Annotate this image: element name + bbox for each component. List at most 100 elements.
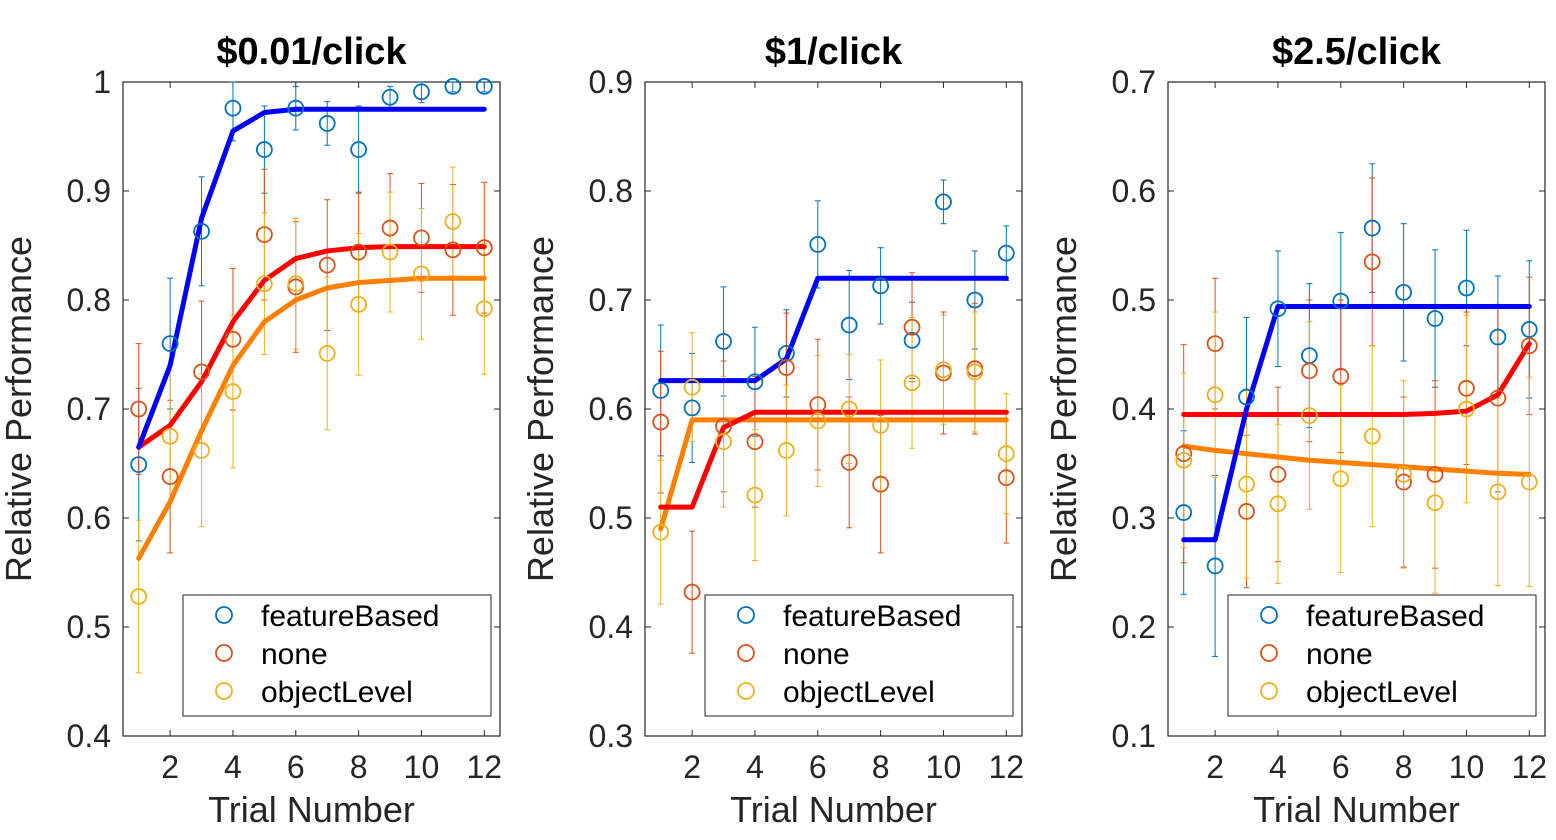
y-tick-label: 1: [93, 64, 111, 100]
data-point-featureBased: [935, 193, 952, 211]
data-point-featureBased: [903, 331, 921, 349]
data-point-objectLevel: [1300, 407, 1318, 424]
legend-box: [704, 594, 1014, 717]
y-tick-label: 0.8: [67, 282, 111, 318]
x-tick-label: 2: [161, 749, 179, 785]
data-point-objectLevel: [318, 345, 336, 362]
x-axis-label: Trial Number: [1253, 789, 1460, 830]
data-point-featureBased: [1238, 388, 1255, 406]
legend-label: featureBased: [783, 600, 961, 633]
legend-label: featureBased: [1306, 600, 1484, 633]
x-tick-label: 4: [746, 749, 764, 785]
data-point-objectLevel: [903, 374, 921, 392]
legend-label: featureBased: [261, 600, 439, 633]
x-tick-label: 12: [1511, 749, 1547, 785]
fit-line-featureBased: [1181, 304, 1532, 543]
panel-2: 2 4 6 8 10 12 0.3 0.4 0.5 0.6 0.7 0.8 0.9 $1/click Tri…: [520, 31, 1024, 830]
data-point-featureBased: [318, 115, 336, 132]
fit-line-featureBased: [658, 275, 1009, 384]
data-point-objectLevel: [224, 383, 242, 400]
data-point-none: [350, 243, 368, 261]
data-point-none: [1395, 473, 1413, 491]
data-point-objectLevel: [715, 433, 732, 451]
x-tick-label: 6: [809, 749, 827, 785]
data-point-objectLevel: [746, 486, 764, 504]
legend-label: none: [1306, 638, 1373, 671]
data-point-objectLevel: [872, 416, 890, 434]
data-point-none: [1238, 503, 1255, 520]
data-point-featureBased: [161, 335, 179, 353]
legend-label: objectLevel: [1306, 676, 1458, 709]
legend-label: none: [783, 638, 850, 671]
data-point-none: [444, 241, 462, 259]
series-featureBased: [1180, 163, 1533, 657]
data-point-objectLevel: [683, 378, 701, 396]
data-point-none: [1489, 389, 1507, 407]
x-tick-label: 4: [224, 749, 242, 785]
data-point-featureBased: [683, 399, 701, 417]
data-point-featureBased: [652, 382, 670, 399]
data-point-featureBased: [809, 236, 827, 253]
data-point-objectLevel: [413, 265, 430, 283]
data-point-none: [130, 400, 148, 418]
x-tick-label: 2: [683, 749, 701, 785]
legend-marker: [737, 606, 755, 624]
data-point-objectLevel: [255, 275, 273, 293]
data-point-objectLevel: [1269, 495, 1287, 513]
legend-marker: [215, 644, 233, 662]
x-tick-label: 8: [872, 749, 890, 785]
data-point-featureBased: [1489, 328, 1507, 346]
y-axis-label: Relative Performance: [0, 236, 39, 582]
data-point-objectLevel: [350, 295, 368, 313]
x-tick-label: 6: [287, 749, 305, 785]
panel-3: 2 4 6 8 10 12 0.1 0.2 0.3 0.4 0.5 0.6 0.7 $2.5/click T…: [1043, 31, 1547, 830]
data-point-none: [683, 583, 701, 601]
y-tick-label: 0.6: [67, 500, 111, 536]
data-point-none: [872, 475, 890, 493]
fit-line-none: [136, 244, 487, 450]
data-point-objectLevel: [1426, 494, 1444, 512]
data-point-none: [255, 226, 273, 244]
y-tick-label: 0.5: [1112, 282, 1156, 318]
data-point-none: [840, 454, 858, 471]
data-point-none: [746, 433, 764, 451]
y-tick-label: 0.4: [589, 609, 633, 645]
y-tick-label: 0.3: [1112, 500, 1156, 536]
x-tick-label: 10: [1449, 749, 1485, 785]
data-point-none: [381, 219, 399, 237]
chart-title: $2.5/click: [1272, 31, 1442, 73]
panel-1: 2 4 6 8 10 12 0.4 0.5 0.6 0.7 0.8 0.9 1 $0.01/click Tr…: [0, 31, 502, 830]
legend-box: [1227, 594, 1537, 717]
data-point-featureBased: [1363, 219, 1381, 237]
series-none: [1180, 177, 1533, 589]
data-point-none: [1363, 253, 1381, 271]
fit-line-objectLevel: [136, 275, 487, 561]
data-point-objectLevel: [1458, 400, 1475, 418]
legend-marker: [1260, 682, 1278, 700]
legend: featureBased none objectLevel: [704, 594, 1014, 717]
data-point-featureBased: [997, 244, 1015, 262]
data-point-featureBased: [1206, 557, 1224, 575]
series-featureBased: [135, 81, 488, 542]
data-point-none: [1206, 335, 1224, 353]
data-point-none: [1300, 362, 1318, 380]
data-point-objectLevel: [1238, 475, 1255, 493]
y-tick-label: 0.6: [589, 391, 633, 427]
data-point-objectLevel: [652, 523, 670, 541]
data-point-featureBased: [715, 333, 732, 350]
data-point-featureBased: [1458, 279, 1475, 297]
series-none: [135, 168, 488, 554]
x-tick-label: 12: [988, 749, 1024, 785]
data-point-objectLevel: [444, 213, 462, 230]
data-point-featureBased: [966, 291, 984, 309]
data-point-featureBased: [1426, 310, 1444, 327]
data-point-featureBased: [444, 77, 462, 95]
data-point-featureBased: [255, 141, 273, 158]
data-point-objectLevel: [1206, 386, 1224, 404]
legend: featureBased none objectLevel: [182, 594, 492, 717]
legend-marker: [737, 644, 755, 662]
x-axis-label: Trial Number: [730, 789, 937, 830]
x-tick-label: 2: [1206, 749, 1224, 785]
x-tick-label: 8: [350, 749, 368, 785]
